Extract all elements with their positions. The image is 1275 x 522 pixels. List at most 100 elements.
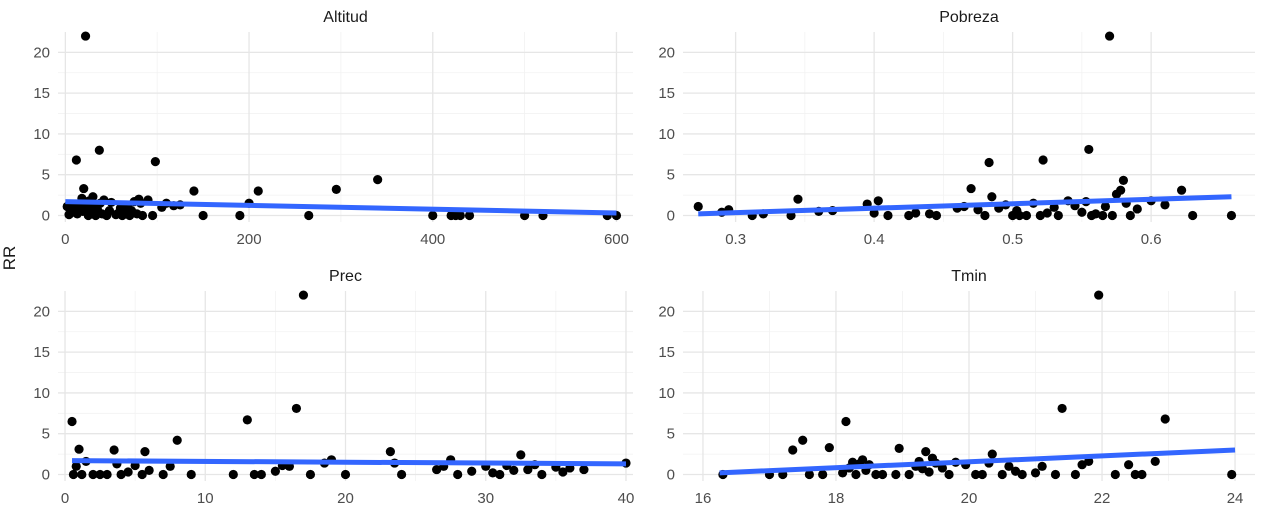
x-tick-label: 0.6 [1141, 231, 1162, 248]
data-point [1057, 403, 1067, 414]
data-point [1004, 461, 1014, 471]
data-point [1104, 31, 1115, 41]
x-tick-label: 0.4 [864, 231, 885, 248]
y-tick-label: 0 [667, 466, 675, 483]
data-point [987, 449, 997, 459]
data-point [1091, 209, 1101, 219]
data-point [158, 469, 168, 480]
data-point [1227, 469, 1237, 480]
data-point [148, 210, 158, 221]
data-point [123, 467, 133, 477]
data-point [1038, 155, 1048, 165]
y-tick-label: 10 [658, 385, 675, 402]
y-tick-label: 20 [33, 44, 50, 61]
data-point [109, 445, 119, 455]
data-point [74, 444, 84, 454]
data-point [1137, 469, 1147, 480]
data-point [824, 442, 834, 453]
data-point [396, 469, 407, 480]
y-tick-label: 5 [42, 167, 50, 184]
data-point [1050, 469, 1061, 480]
data-point [68, 469, 79, 480]
x-tick-label: 0.5 [1002, 231, 1023, 248]
data-point [1100, 201, 1111, 212]
x-tick-label: 200 [237, 231, 262, 248]
x-tick-label: 22 [1094, 490, 1111, 507]
data-point [235, 210, 245, 221]
data-point [1107, 210, 1117, 221]
data-point [973, 205, 983, 215]
x-tick-label: 10 [197, 490, 214, 507]
x-tick-label: 0 [61, 490, 69, 507]
data-point [88, 192, 98, 202]
data-point [857, 455, 868, 465]
data-point [467, 466, 477, 476]
x-tick-label: 30 [477, 490, 494, 507]
data-point [924, 467, 934, 477]
y-tick-label: 10 [33, 385, 50, 402]
trend-line [65, 199, 617, 216]
data-point [1125, 210, 1135, 221]
data-point [1077, 207, 1087, 217]
data-point [984, 157, 994, 168]
data-point [1030, 468, 1041, 478]
data-point [304, 210, 314, 221]
data-point [116, 469, 126, 480]
data-point [997, 469, 1007, 480]
data-point [871, 469, 881, 480]
data-point [140, 447, 150, 457]
data-point [1226, 210, 1237, 221]
data-point [80, 31, 91, 41]
data-point [693, 201, 703, 212]
data-point [432, 464, 442, 475]
data-point [1130, 469, 1140, 480]
data-point [165, 461, 175, 471]
x-tick-label: 18 [828, 490, 845, 507]
panel-title: Prec [329, 268, 362, 285]
data-point [172, 435, 182, 445]
data-point [788, 445, 798, 455]
panel-prec: 0 5 10 15 20 0 10 20 30 40 Prec [33, 268, 634, 507]
data-point [1084, 144, 1094, 155]
data-point [873, 196, 883, 206]
data-point [579, 464, 589, 475]
data-point [1037, 461, 1047, 471]
data-point [137, 469, 147, 480]
data-point [509, 465, 519, 475]
x-tick-label: 600 [604, 231, 629, 248]
data-point [904, 469, 914, 480]
data-point [144, 465, 154, 475]
data-point [971, 469, 981, 480]
data-point [385, 447, 395, 457]
y-tick-label: 20 [658, 44, 675, 61]
data-point [1160, 414, 1170, 424]
data-point [1188, 210, 1198, 221]
data-point [883, 210, 893, 221]
data-point [464, 210, 475, 221]
data-point [67, 416, 77, 427]
data-point [71, 461, 81, 471]
data-point [793, 194, 803, 204]
data-point [488, 468, 498, 478]
data-point [495, 469, 505, 480]
data-point [256, 469, 266, 480]
data-point [88, 469, 98, 480]
data-point [94, 145, 104, 155]
data-point [242, 415, 252, 425]
x-tick-label: 0.3 [725, 231, 746, 248]
data-point [891, 469, 901, 480]
data-point [818, 469, 828, 480]
data-point [841, 416, 851, 427]
data-point [921, 447, 931, 457]
data-point [137, 210, 148, 221]
y-tick-label: 15 [33, 344, 50, 361]
panel-title: Altitud [323, 9, 367, 26]
data-point [851, 469, 861, 480]
data-point [150, 157, 160, 167]
data-point [523, 464, 533, 475]
data-point [966, 183, 976, 194]
data-point [77, 469, 87, 480]
data-point [944, 469, 954, 480]
